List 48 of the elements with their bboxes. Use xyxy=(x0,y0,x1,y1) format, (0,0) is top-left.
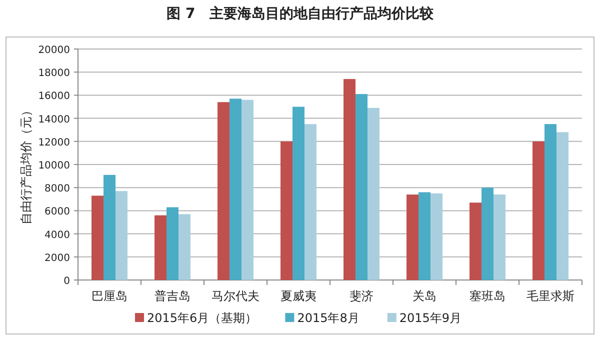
y-tick-label: 18000 xyxy=(38,68,70,80)
y-tick-label: 2000 xyxy=(44,252,70,264)
bar xyxy=(482,188,494,280)
legend-label: 2015年6月（基期） xyxy=(147,311,258,325)
bar xyxy=(356,94,368,280)
legend-label: 2015年8月 xyxy=(297,311,360,325)
bar xyxy=(116,191,128,280)
bar xyxy=(304,124,316,280)
bar xyxy=(218,102,230,280)
bar xyxy=(92,196,104,280)
y-tick-label: 4000 xyxy=(44,230,70,241)
bar xyxy=(230,98,242,280)
bar xyxy=(418,192,430,280)
bar xyxy=(532,141,544,280)
bar xyxy=(166,207,178,280)
bar xyxy=(430,193,442,280)
bar xyxy=(344,79,356,280)
bar xyxy=(406,194,418,280)
bar xyxy=(178,214,190,280)
y-tick-label: 0 xyxy=(64,276,70,287)
x-tick-label: 夏威夷 xyxy=(280,289,316,303)
bar xyxy=(494,194,506,280)
y-tick-label: 6000 xyxy=(44,206,70,218)
y-tick-label: 10000 xyxy=(38,160,70,172)
x-tick-label: 关岛 xyxy=(412,289,436,303)
bar xyxy=(280,141,292,280)
bar xyxy=(556,132,568,280)
y-tick-label: 12000 xyxy=(38,137,70,148)
bar xyxy=(470,202,482,280)
y-tick-label: 8000 xyxy=(44,184,70,195)
bar xyxy=(292,106,304,280)
legend-label: 2015年9月 xyxy=(399,311,462,325)
x-tick-label: 毛里求斯 xyxy=(526,289,574,303)
bar xyxy=(368,108,380,280)
bar xyxy=(104,174,116,280)
y-tick-label: 14000 xyxy=(38,114,70,126)
x-tick-label: 斐济 xyxy=(350,289,374,303)
x-tick-label: 普吉岛 xyxy=(154,289,190,303)
bar xyxy=(242,100,254,280)
x-tick-label: 巴厘岛 xyxy=(92,289,128,303)
x-tick-label: 马尔代夫 xyxy=(212,289,260,303)
y-tick-label: 20000 xyxy=(38,45,70,56)
y-tick-label: 16000 xyxy=(38,91,70,102)
bar xyxy=(544,124,556,280)
x-tick-label: 塞班岛 xyxy=(470,289,506,303)
chart-title: 图 7 主要海岛目的地自由行产品均价比较 xyxy=(166,5,434,22)
y-axis-title: 自由行产品均价（元） xyxy=(19,104,33,224)
bar xyxy=(154,215,166,280)
